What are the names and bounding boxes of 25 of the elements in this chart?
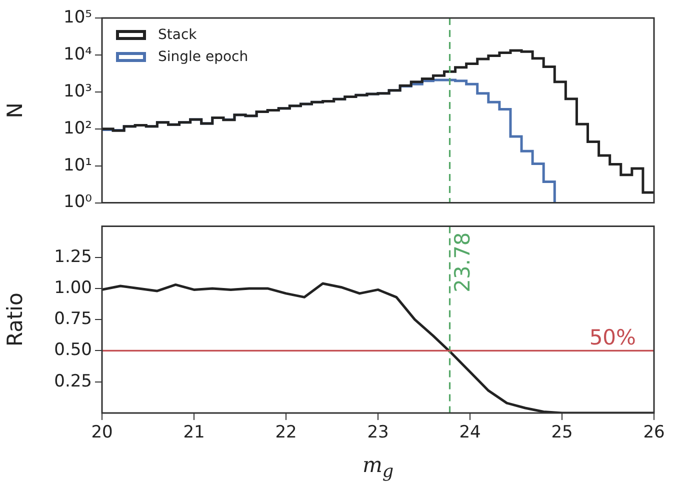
y-tick-label: 10⁵ — [64, 7, 92, 28]
x-tick-label: 21 — [183, 422, 205, 443]
x-tick-label: 23 — [367, 422, 389, 443]
x-tick-label: 25 — [551, 422, 573, 443]
x-tick-label: 20 — [91, 422, 113, 443]
ref-line-label: 23.78 — [450, 232, 475, 292]
x-tick-label: 26 — [643, 422, 665, 443]
y-tick-label: 1.25 — [54, 246, 92, 267]
y-tick-label: 10⁰ — [64, 192, 92, 212]
x-axis-title: m$_{g}$ — [361, 453, 395, 482]
y-tick-label: 0.75 — [54, 309, 92, 330]
y-tick-label: 10³ — [64, 81, 92, 102]
y-axis-title: Ratio — [3, 292, 28, 347]
y-axis-title: N — [3, 102, 28, 118]
x-tick-label: 24 — [459, 422, 481, 443]
y-tick-label: 0.25 — [54, 371, 92, 392]
x-tick-label: 22 — [275, 422, 297, 443]
y-tick-label: 10¹ — [64, 155, 92, 176]
legend-label: Single epoch — [158, 49, 248, 65]
y-tick-label: 10² — [64, 118, 92, 138]
y-tick-label: 0.50 — [54, 340, 92, 360]
y-tick-label: 10⁴ — [64, 44, 92, 64]
legend-label: Stack — [158, 27, 197, 43]
ref-line-label: 50% — [589, 326, 636, 350]
y-tick-label: 1.00 — [54, 278, 92, 298]
